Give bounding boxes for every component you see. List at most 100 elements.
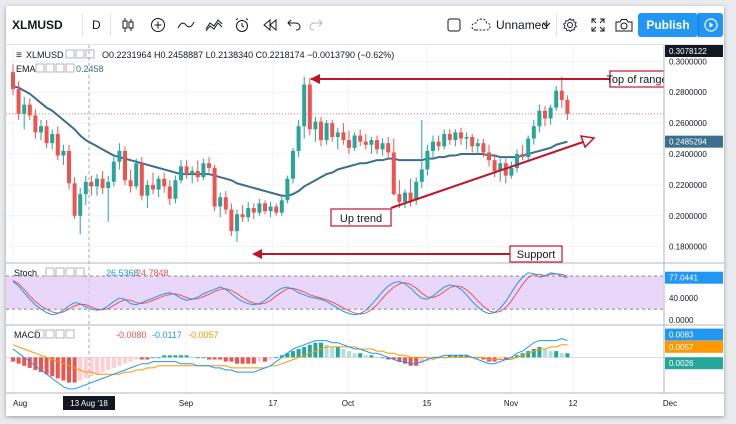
macd-histogram-bar xyxy=(352,353,357,358)
legend-settings-icon[interactable] xyxy=(75,49,85,59)
macd-histogram-bar xyxy=(419,357,424,364)
candle-body xyxy=(347,140,351,148)
candle-body xyxy=(509,167,514,176)
macd-histogram-bar xyxy=(78,357,83,381)
ema-settings-icon[interactable] xyxy=(45,63,55,73)
macd-histogram-bar xyxy=(246,357,251,364)
candle-body xyxy=(319,121,323,141)
macd-eye-icon[interactable] xyxy=(35,329,45,339)
candle-body xyxy=(173,180,178,199)
interval-button[interactable]: D xyxy=(92,18,101,32)
up-trend-arrowhead xyxy=(579,135,596,149)
candle-body xyxy=(330,123,335,138)
stoch-value-label: 77.0441 xyxy=(669,274,698,283)
macd-histogram-bar xyxy=(117,357,122,366)
financials-icon[interactable] xyxy=(202,6,226,44)
candle-body xyxy=(145,184,150,196)
macd-histogram-bar xyxy=(403,357,407,364)
macd-histogram-bar xyxy=(251,357,256,364)
candle-body xyxy=(515,154,519,168)
candle-body xyxy=(363,141,368,145)
cloud-icon[interactable] xyxy=(470,6,492,44)
macd-histogram-bar xyxy=(319,342,323,358)
legend-eye-icon[interactable] xyxy=(65,49,75,59)
redo-icon[interactable] xyxy=(306,6,326,44)
candle-body xyxy=(358,135,363,142)
up-trend-box[interactable] xyxy=(330,208,392,227)
ema-more-icon[interactable] xyxy=(65,63,75,73)
alert-icon[interactable] xyxy=(230,6,254,44)
checkbox-icon[interactable] xyxy=(444,6,464,44)
stoch-pane[interactable]: 40.0000 0.0000 77.0441 xyxy=(6,271,723,326)
replay-icon[interactable] xyxy=(258,6,282,44)
price-label: 0.2485294 xyxy=(669,138,707,147)
candle-body xyxy=(279,200,284,213)
ema-close-icon[interactable] xyxy=(55,63,65,73)
candle-body xyxy=(179,166,183,181)
macd-settings-icon[interactable] xyxy=(45,329,55,339)
chart-legend: ≡ XLMUSD O0.2231964 H0.2458887 L0.213834… xyxy=(16,49,394,74)
publish-button[interactable]: Publish xyxy=(638,13,698,37)
candle-body xyxy=(218,197,223,207)
candle-body xyxy=(397,194,402,202)
macd-label-bg xyxy=(665,340,723,353)
candle-body xyxy=(391,152,396,195)
macd-signal-value: -0.0057 xyxy=(188,330,219,340)
macd-histogram-bar xyxy=(212,357,217,360)
chart-canvas[interactable]: ≡ XLMUSD O0.2231964 H0.2458887 L0.213834… xyxy=(6,45,724,416)
candle-body xyxy=(369,140,374,145)
macd-histogram-bar xyxy=(526,351,531,358)
candle-body xyxy=(195,170,200,178)
macd-histogram-bar xyxy=(218,357,223,360)
candles-style-icon[interactable] xyxy=(116,6,140,44)
candle-body xyxy=(72,183,77,216)
ema-eye-icon[interactable] xyxy=(35,63,45,73)
macd-more-icon[interactable] xyxy=(65,329,75,339)
price-tick-label: 0.2600000 xyxy=(669,119,707,128)
candle-body xyxy=(453,132,458,141)
chevron-down-icon[interactable] xyxy=(540,6,552,44)
candle-body xyxy=(403,192,407,202)
symbol-search[interactable]: XLMUSD xyxy=(12,18,63,32)
up-trend-arrow[interactable] xyxy=(390,140,587,209)
candle-body xyxy=(291,150,295,179)
macd-histogram-bar xyxy=(296,349,301,358)
add-indicator-icon[interactable] xyxy=(146,6,170,44)
time-tick-label: 12 xyxy=(569,399,578,408)
stoch-tick-label: 0.0000 xyxy=(669,316,694,325)
price-tick-label: 0.2200000 xyxy=(669,181,707,190)
play-icon[interactable] xyxy=(698,13,723,37)
candle-body xyxy=(117,150,122,162)
stoch-close-icon[interactable] xyxy=(65,267,75,277)
candle-body xyxy=(470,137,475,147)
trading-chart-window: XLMUSD D Unn xyxy=(6,6,724,416)
macd-close-icon[interactable] xyxy=(55,329,65,339)
stoch-band-fill xyxy=(6,276,664,310)
support-box[interactable] xyxy=(509,245,563,263)
macd-histogram-bar xyxy=(375,357,379,359)
candle-body xyxy=(167,186,172,199)
candle-body xyxy=(380,143,385,150)
top-of-range-arrowhead xyxy=(310,74,320,84)
stoch-more-icon[interactable] xyxy=(75,267,85,277)
indicators-icon[interactable] xyxy=(174,6,198,44)
candle-body xyxy=(425,150,430,170)
undo-icon[interactable] xyxy=(284,6,304,44)
fullscreen-icon[interactable] xyxy=(586,6,610,44)
stoch-eye-icon[interactable] xyxy=(45,267,55,277)
gear-icon[interactable] xyxy=(558,6,582,44)
toolbar-divider xyxy=(110,14,111,36)
time-axis[interactable]: Aug 13 Aug '18 Sep 17 Oct 15 Nov 12 Dec xyxy=(13,396,677,410)
stoch-settings-icon[interactable] xyxy=(55,267,65,277)
macd-histogram-bar xyxy=(263,357,267,362)
macd-histogram-bar xyxy=(207,357,211,360)
time-cursor-label: 13 Aug '18 xyxy=(70,399,108,408)
legend-close-icon[interactable] xyxy=(85,49,95,59)
candle-body xyxy=(487,152,491,161)
macd-histogram-bar xyxy=(515,355,519,358)
macd-pane[interactable]: 0.0083 0.0057 0.0026 xyxy=(6,328,723,390)
layout-name[interactable]: Unnamed xyxy=(496,18,549,32)
candle-body xyxy=(27,104,32,116)
macd-histogram-bar xyxy=(95,357,99,375)
camera-icon[interactable] xyxy=(612,6,636,44)
